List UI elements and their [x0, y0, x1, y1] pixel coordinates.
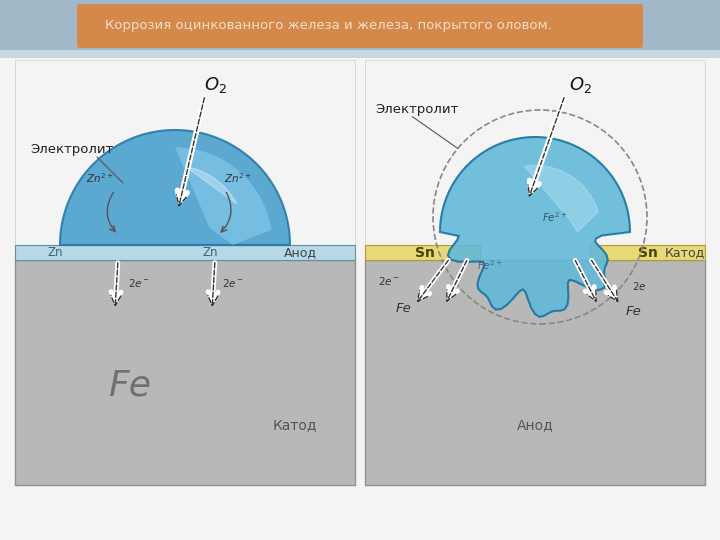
Bar: [15, 245, 355, 260]
Text: $2e$: $2e$: [632, 280, 647, 292]
FancyBboxPatch shape: [77, 4, 643, 48]
Text: $Zn^{2+}$: $Zn^{2+}$: [224, 171, 252, 185]
Bar: [590, 245, 705, 260]
Bar: [15, 60, 355, 485]
Text: $O_2$: $O_2$: [204, 75, 227, 95]
Bar: [365, 60, 705, 485]
Text: Sn: Sn: [415, 246, 435, 260]
Text: Анод: Анод: [284, 246, 317, 260]
Text: $Zn^{2+}$: $Zn^{2+}$: [86, 171, 114, 185]
Polygon shape: [175, 147, 271, 245]
Text: Катод: Катод: [273, 418, 318, 432]
Text: Анод: Анод: [517, 418, 554, 432]
Text: Sn: Sn: [638, 246, 658, 260]
Text: Катод: Катод: [665, 246, 705, 260]
Text: $O_2$: $O_2$: [569, 75, 591, 95]
Text: $2e^-$: $2e^-$: [378, 275, 400, 287]
Polygon shape: [186, 167, 236, 204]
Text: Zn: Zn: [48, 246, 63, 260]
Text: Fe: Fe: [396, 302, 412, 315]
Polygon shape: [60, 130, 290, 245]
Text: Fe: Fe: [626, 305, 642, 318]
Text: Электролит: Электролит: [375, 104, 458, 117]
Text: $Fe^{2+}$: $Fe^{2+}$: [477, 258, 503, 272]
Text: Zn: Zn: [202, 246, 217, 260]
Bar: [15, 260, 355, 485]
Text: $Fe^{2+}$: $Fe^{2+}$: [542, 210, 568, 224]
Text: Коррозия оцинкованного железа и железа, покрытого оловом.: Коррозия оцинкованного железа и железа, …: [105, 19, 552, 32]
Text: Fe: Fe: [109, 368, 151, 402]
Text: $2e^-$: $2e^-$: [128, 277, 150, 289]
Polygon shape: [440, 137, 630, 317]
Bar: [365, 245, 480, 260]
Bar: [0, 0, 720, 50]
Bar: [0, 50, 720, 58]
Bar: [365, 260, 705, 485]
Text: $2e^-$: $2e^-$: [222, 277, 244, 289]
Text: Электролит: Электролит: [30, 144, 113, 157]
Polygon shape: [525, 165, 598, 232]
